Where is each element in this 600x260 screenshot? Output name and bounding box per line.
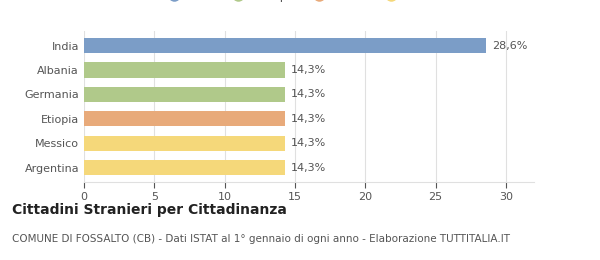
Text: 14,3%: 14,3% (291, 138, 326, 148)
Text: 14,3%: 14,3% (291, 65, 326, 75)
Bar (84, 38, 486, 53)
Text: COMUNE DI FOSSALTO (CB) - Dati ISTAT al 1° gennaio di ogni anno - Elaborazione T: COMUNE DI FOSSALTO (CB) - Dati ISTAT al … (12, 234, 510, 244)
Text: Cittadini Stranieri per Cittadinanza: Cittadini Stranieri per Cittadinanza (12, 203, 287, 217)
Bar (84, 62, 285, 77)
Text: 14,3%: 14,3% (291, 89, 326, 99)
Text: 28,6%: 28,6% (492, 41, 527, 51)
Bar (84, 160, 285, 175)
Text: 14,3%: 14,3% (291, 162, 326, 173)
Legend: Asia, Europa, Africa, America: Asia, Europa, Africa, America (158, 0, 460, 7)
Bar (84, 87, 285, 102)
Bar (84, 136, 285, 151)
Bar (84, 111, 285, 126)
Text: 14,3%: 14,3% (291, 114, 326, 124)
